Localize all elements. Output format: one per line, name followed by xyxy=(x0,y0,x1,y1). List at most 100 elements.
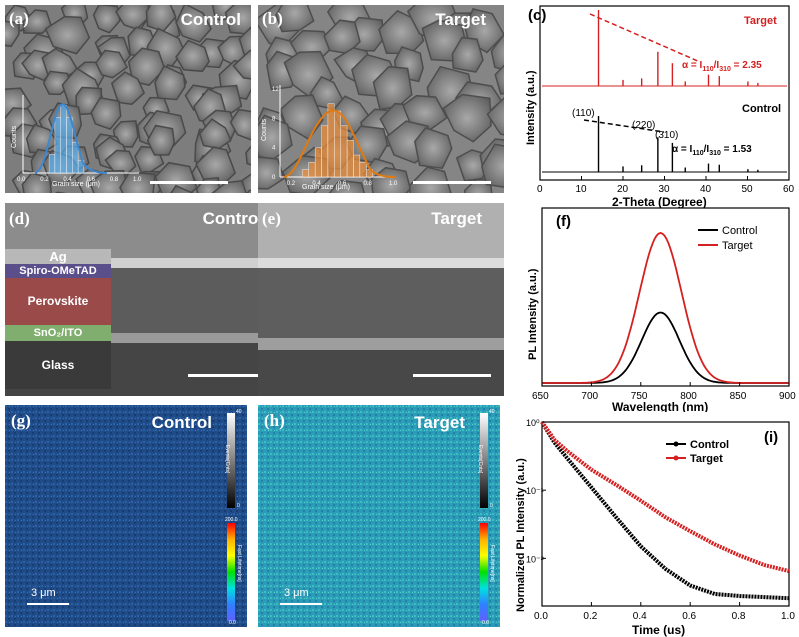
histogram-fit-curve-a xyxy=(34,103,108,174)
panel-label-i: (i) xyxy=(764,429,778,446)
grain xyxy=(246,189,251,193)
grain xyxy=(112,120,139,148)
colorbar-lifetime-label-h: Fast Lifetime[ns] xyxy=(489,545,495,582)
histogram-tick-label: 0.8 xyxy=(363,181,372,187)
histogram-bar xyxy=(340,125,348,178)
colorbar-events-label-g: Events[Cnts] xyxy=(224,445,230,474)
pl-tick-label: 800 xyxy=(680,391,697,402)
histogram-ylabel-b: Counts xyxy=(261,118,268,141)
grain xyxy=(328,179,365,193)
grain xyxy=(490,33,504,71)
histogram-bar xyxy=(302,169,309,178)
panel-label-e: (e) xyxy=(262,209,281,228)
trpl-ytick-label: 10⁻¹ xyxy=(526,486,544,496)
grain xyxy=(88,169,130,193)
histogram-bar xyxy=(334,110,341,178)
grain xyxy=(90,96,122,130)
grain xyxy=(211,179,247,193)
colorbar-events-label-h: Events[Cnts] xyxy=(477,445,483,474)
ratio-annotation-control: α = I110/I310 = 1.53 xyxy=(672,144,752,157)
grain xyxy=(170,184,195,193)
trpl-tick-label: 1.0 xyxy=(781,611,795,622)
grain xyxy=(486,97,504,136)
trpl-ytick-label: 10⁻² xyxy=(526,554,544,564)
grain xyxy=(413,127,453,170)
trpl-ylabel: Normalized PL Intensity (a.u.) xyxy=(515,458,527,612)
peak-label-110: (110) xyxy=(572,108,595,119)
scale-bar-label-h: 3 μm xyxy=(284,587,309,599)
colorbar-events-min-h: 0 xyxy=(490,503,493,509)
xrd-tick-label: 10 xyxy=(576,184,588,195)
histogram-bar xyxy=(359,162,367,178)
colorbar-events-max-h: 40 xyxy=(489,409,495,415)
grain xyxy=(175,5,213,43)
xrd-tick-label: 0 xyxy=(537,184,543,195)
histogram-bar xyxy=(314,147,322,178)
xrd-tick-label: 40 xyxy=(700,184,712,195)
legend-target-c: Target xyxy=(744,15,777,27)
scale-bar-g xyxy=(27,603,69,605)
flim-target-image xyxy=(258,405,500,627)
histogram-bar xyxy=(60,104,67,174)
histogram-bar xyxy=(66,117,73,174)
colorbar-events-h xyxy=(480,413,488,508)
peak-label-310: (310) xyxy=(655,130,678,141)
colorbar-lifetime-max-g: 200.0 xyxy=(225,517,238,523)
pl-tick-label: 650 xyxy=(532,391,549,402)
panel-title-a: Control xyxy=(180,10,241,29)
layer-glass: Glass xyxy=(5,341,111,389)
panel-title-h: Target xyxy=(414,413,465,432)
histogram-bar xyxy=(346,140,354,178)
xrd-tick-label: 30 xyxy=(659,184,671,195)
flim-target-panel: (h) Target 3 μm 40 0 Events[Cnts] 200.0 … xyxy=(258,405,500,627)
panel-label-c: (c) xyxy=(528,7,546,24)
cross-section-target-image xyxy=(258,203,504,396)
grain xyxy=(232,49,251,80)
control-ratio-line xyxy=(583,119,665,133)
scale-bar-b xyxy=(413,181,491,184)
pl-tick-label: 900 xyxy=(779,391,796,402)
trpl-tick-label: 0.6 xyxy=(682,611,696,622)
scale-bar-label-g: 3 μm xyxy=(31,587,56,599)
trpl-plot-frame xyxy=(541,421,790,607)
sem-target-panel: (b) Target 0.2 0.4 0.6 0.8 1.0 0 4 8 12 Grain si… xyxy=(258,5,504,193)
histogram-tick-label: 1.0 xyxy=(389,181,398,187)
xrd-tick-label: 50 xyxy=(742,184,754,195)
grain xyxy=(110,71,146,105)
pl-tick-label: 700 xyxy=(581,391,598,402)
grain xyxy=(275,5,315,33)
grain xyxy=(154,65,186,101)
trpl-curve-control xyxy=(540,420,790,601)
panel-label-b: (b) xyxy=(262,9,283,28)
histogram-ytick-label: 0 xyxy=(272,175,276,181)
histogram-fit-curve-b xyxy=(283,109,396,178)
histogram-ytick-label: 12 xyxy=(272,87,279,93)
colorbar-events-max-g: 40 xyxy=(236,409,242,415)
colorbar-lifetime-min-h: 0.0 xyxy=(482,620,489,626)
histogram-tick-label: 0.6 xyxy=(87,177,96,183)
legend-control-c: Control xyxy=(742,103,781,115)
grain xyxy=(370,166,412,193)
trpl-tick-label: 0.0 xyxy=(534,611,548,622)
layer-perovskite: Perovskite xyxy=(5,278,111,325)
histogram-bar xyxy=(54,117,61,174)
trpl-tick-label: 0.4 xyxy=(633,611,647,622)
histogram-bar xyxy=(321,125,329,178)
cross-section-control-panel: Ag Spiro-OMeTAD Perovskite SnO₂/ITO Glas… xyxy=(5,203,275,396)
xrd-xlabel: 2-Theta (Degree) xyxy=(612,195,707,209)
sem-control-panel: (a) Control 0.0 0.2 0.4 0.6 0.8 1.0 Grain siz… xyxy=(5,5,251,193)
histogram-tick-label: 0.2 xyxy=(287,181,296,187)
histogram-bar xyxy=(48,154,56,174)
legend-control-i: Control xyxy=(690,439,729,451)
histogram-tick-label: 0.4 xyxy=(63,177,72,183)
colorbar-lifetime-label-g: Fast Lifetime[ns] xyxy=(236,545,242,582)
grain xyxy=(21,172,52,193)
colorbar-events-min-g: 0 xyxy=(237,503,240,509)
panel-title-g: Control xyxy=(151,413,212,432)
pl-curve-control xyxy=(542,311,789,384)
grain xyxy=(146,124,176,156)
grain xyxy=(95,49,129,79)
trpl-tick-label: 0.2 xyxy=(583,611,597,622)
panel-label-f: (f) xyxy=(556,213,571,230)
layer-sno2-ito: SnO₂/ITO xyxy=(5,325,111,341)
